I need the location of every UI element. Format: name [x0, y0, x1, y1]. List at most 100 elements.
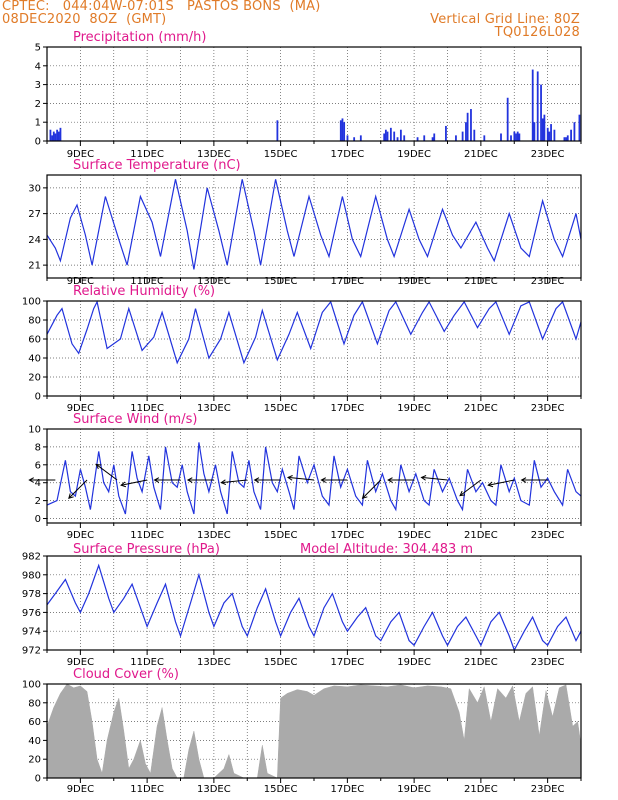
x-tick-label: 21DEC: [464, 657, 498, 668]
precip-bar: [510, 135, 512, 141]
x-tick-label: 13DEC: [197, 657, 231, 668]
precip-bar: [515, 133, 517, 141]
wind-vector: [286, 475, 315, 481]
y-tick-label: 4: [35, 478, 41, 489]
y-tick-label: 0: [35, 137, 41, 148]
x-tick-label: 13DEC: [197, 530, 231, 541]
precip-bar: [541, 118, 544, 141]
precip-bar: [506, 97, 509, 141]
x-tick-label: 23DEC: [531, 530, 565, 541]
precip-bar: [353, 137, 356, 141]
precip-bar: [403, 135, 406, 141]
x-tick-label: 19DEC: [397, 530, 431, 541]
y-tick-label: 980: [22, 570, 41, 581]
x-tick-label: 11DEC: [130, 784, 164, 795]
y-tick-label: 10: [28, 425, 41, 436]
precip-bar: [548, 131, 551, 141]
wind-vector: [220, 479, 248, 486]
x-tick-label: 23DEC: [531, 657, 565, 668]
x-tick-label: 15DEC: [264, 403, 298, 414]
precip-bar: [51, 135, 54, 141]
precip-bar: [536, 71, 539, 141]
x-tick-label: 21DEC: [464, 784, 498, 795]
y-tick-label: 6: [35, 460, 41, 471]
y-tick-label: 0: [35, 774, 41, 785]
x-tick-label: 13DEC: [197, 784, 231, 795]
x-tick-label: 15DEC: [264, 149, 298, 160]
precip-bar: [346, 135, 349, 141]
y-tick-label: 27: [28, 209, 41, 220]
precip-bar: [533, 122, 536, 141]
y-tick-label: 40: [28, 736, 41, 747]
precip-bar: [339, 120, 342, 141]
y-tick-label: 100: [22, 297, 41, 308]
humidity-line: [46, 300, 582, 365]
x-tick-label: 13DEC: [197, 276, 231, 287]
x-tick-label: 21DEC: [464, 530, 498, 541]
y-tick-label: 2: [35, 99, 41, 110]
x-tick-label: 11DEC: [130, 276, 164, 287]
x-tick-label: 19DEC: [397, 657, 431, 668]
y-tick-label: 60: [28, 717, 41, 728]
precip-bar: [540, 84, 542, 141]
x-tick-label: 17DEC: [331, 403, 365, 414]
precip-bar: [543, 114, 546, 141]
x-tick-label: 23DEC: [531, 276, 565, 287]
y-tick-label: 24: [28, 235, 41, 246]
x-tick-label: 19DEC: [397, 403, 431, 414]
cloud-cover-title: Cloud Cover (%): [73, 667, 179, 682]
x-tick-label: 15DEC: [264, 657, 298, 668]
x-tick-label: 15DEC: [264, 276, 298, 287]
precip-bar: [389, 127, 392, 141]
x-tick-label: 17DEC: [331, 530, 365, 541]
precip-bar: [431, 137, 434, 141]
y-tick-label: 3: [35, 80, 41, 91]
temperature-panel: Surface Temperature (nC) 21 24 27 30 9DEC 11DE…: [28, 158, 582, 287]
panel-frame: [46, 46, 582, 142]
precipitation-panel: Precipitation (mm/h) 0 1 2 3 4 5 9DEC 11DEC 13DEC…: [35, 30, 582, 160]
temperature-title: Surface Temperature (nC): [73, 158, 241, 173]
y-tick-label: 2: [35, 496, 41, 507]
y-tick-label: 8: [35, 442, 41, 453]
x-tick-label: 15DEC: [264, 530, 298, 541]
precip-bar: [565, 137, 567, 141]
y-tick-label: 974: [22, 627, 41, 638]
x-tick-label: 17DEC: [331, 149, 365, 160]
temperature-line: [46, 179, 582, 270]
precip-bar: [513, 131, 516, 141]
precip-bar: [423, 135, 426, 141]
precip-bar: [578, 114, 581, 141]
x-tick-label: 17DEC: [331, 276, 365, 287]
wind-vector: [253, 477, 281, 483]
humidity-panel: Relative Humidity (%) 0 20 40 60 80 100 9DEC 11D…: [22, 284, 582, 414]
precip-bar: [461, 131, 464, 141]
precip-bar: [54, 133, 57, 141]
precip-bar: [59, 127, 62, 141]
precip-bar: [573, 122, 576, 141]
x-tick-label: 17DEC: [331, 657, 365, 668]
y-tick-label: 4: [35, 61, 41, 72]
precip-bar: [52, 131, 55, 141]
y-tick-label: 0: [35, 514, 41, 525]
precip-bar: [553, 129, 556, 141]
pressure-line: [46, 563, 582, 652]
y-tick-label: 30: [28, 183, 41, 194]
precip-bar: [516, 131, 519, 141]
header-grid-note: Vertical Grid Line: 80Z: [430, 12, 580, 27]
wind-vector: [120, 479, 148, 488]
x-tick-label: 13DEC: [197, 403, 231, 414]
precip-bar: [49, 129, 52, 141]
precip-bar: [276, 120, 279, 141]
wind-vector: [420, 475, 448, 481]
wind-vector: [95, 463, 118, 481]
y-tick-label: 20: [28, 373, 41, 384]
x-tick-label: 9DEC: [67, 784, 94, 795]
pressure-title: Surface Pressure (hPa): [73, 542, 220, 557]
wind-vector: [186, 477, 214, 483]
precip-bar: [465, 122, 467, 141]
precip-bar: [470, 109, 472, 141]
precip-bar: [473, 129, 476, 141]
precip-bar: [531, 69, 534, 141]
x-tick-label: 23DEC: [531, 403, 565, 414]
